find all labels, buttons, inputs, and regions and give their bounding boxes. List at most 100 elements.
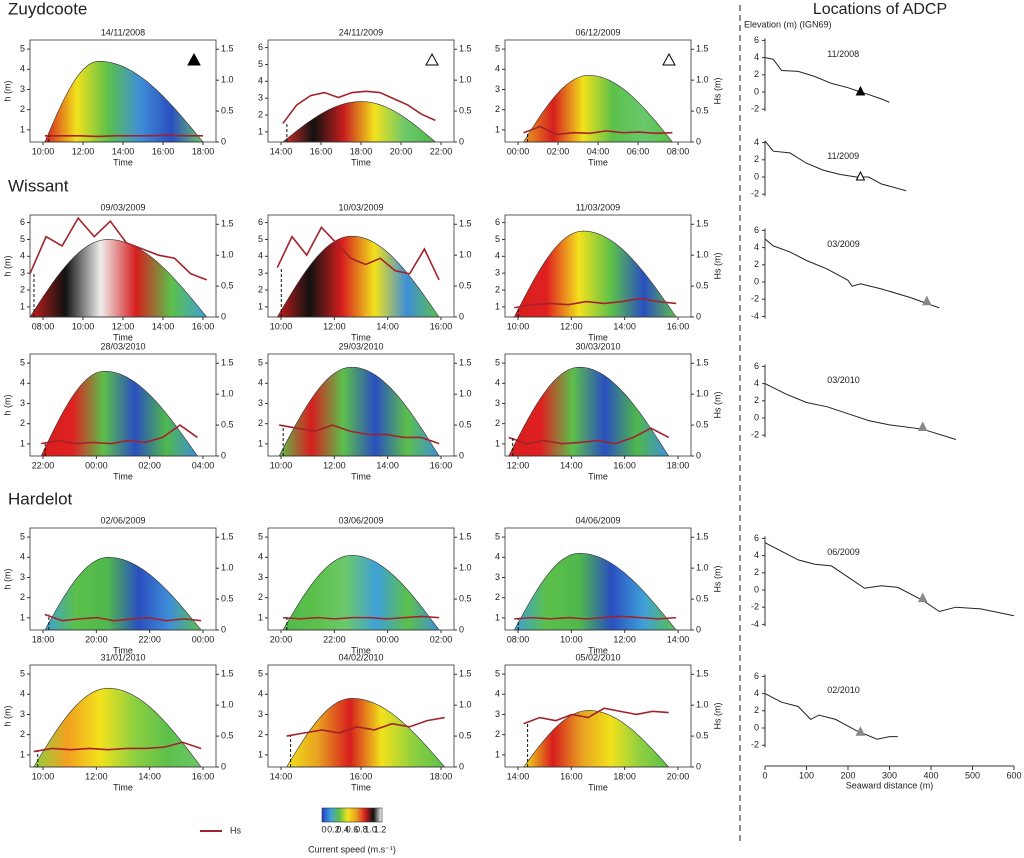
x-axis-label: Time [113, 157, 133, 167]
x-tick-label: 400 [923, 770, 938, 780]
y-tick-label: 1 [258, 301, 263, 311]
panel-date: 14/11/2008 [101, 27, 145, 37]
y-axis-label: h (m) [2, 256, 12, 277]
y-tick-label: 2 [754, 154, 759, 164]
x-tick-label: 20:00 [390, 146, 413, 156]
plot-frame [504, 664, 692, 768]
y-tick-label: 2 [258, 592, 263, 602]
x-tick-label: 200 [840, 770, 855, 780]
y-tick-label: 0 [754, 171, 759, 181]
x-tick-label: 14:00 [138, 771, 161, 781]
y-tick-label: 3 [258, 93, 263, 103]
y-tick-label: 5 [258, 357, 263, 367]
x-tick-label: 10:00 [32, 146, 55, 156]
panel-date: 24/11/2009 [339, 27, 383, 37]
y-tick-label: 4 [754, 137, 759, 147]
plot-frame [504, 353, 692, 457]
y2-tick-label: 1.0 [459, 389, 472, 399]
x-tick-label: 20:00 [85, 634, 108, 644]
panel-date: 06/12/2009 [575, 27, 620, 37]
y-tick-label: 5 [258, 668, 263, 678]
y-tick-label: 1 [20, 749, 25, 759]
x-tick-label: 18:00 [613, 771, 636, 781]
panel-date: 30/03/2010 [575, 341, 620, 351]
y2-tick-label: 0.5 [459, 105, 472, 115]
y-tick-label: -2 [751, 294, 759, 304]
y2-tick-label: 1.0 [696, 700, 709, 710]
colorbar [321, 807, 383, 823]
y-tick-label: 2 [754, 69, 759, 79]
x-axis-label: Time [113, 471, 133, 481]
y-tick-label: 1 [20, 438, 25, 448]
y-tick-label: -2 [751, 104, 759, 114]
x-tick-label: 22:00 [138, 634, 161, 644]
y2-tick-label: 1.0 [221, 75, 234, 85]
y2-tick-label: 0.5 [221, 105, 234, 115]
y-tick-label: 3 [258, 709, 263, 719]
adcp-marker [917, 592, 928, 603]
panel-date: 05/02/2010 [575, 652, 620, 662]
x-tick-label: 16:00 [430, 321, 453, 331]
x-tick-label: 22:00 [323, 634, 346, 644]
y-tick-label: 3 [20, 268, 25, 278]
section-title: Zuydcoote [8, 0, 87, 18]
y2-tick-label: 0 [696, 311, 701, 321]
y-tick-label: 2 [495, 104, 500, 114]
y-tick-label: 0 [754, 86, 759, 96]
y-tick-label: 3 [495, 398, 500, 408]
y-tick-label: 1 [258, 438, 263, 448]
x-tick-label: 18:00 [192, 146, 215, 156]
y-tick-label: 2 [495, 284, 500, 294]
y-tick-label: 2 [754, 705, 759, 715]
x-tick-label: 14:00 [376, 321, 399, 331]
y2-tick-label: 0 [221, 761, 226, 771]
tide-envelope [44, 556, 202, 631]
x-tick-label: 18:00 [32, 634, 55, 644]
profile-label: 02/2010 [827, 685, 860, 695]
y-tick-label: 3 [495, 572, 500, 582]
y-tick-label: 2 [20, 284, 25, 294]
y2-tick-label: 1.5 [221, 532, 234, 542]
y-tick-label: 1 [20, 301, 25, 311]
y-tick-label: 2 [495, 592, 500, 602]
y2-tick-label: 0 [221, 450, 226, 460]
right-title: Locations of ADCP [813, 1, 947, 18]
y2-tick-label: 0 [221, 136, 226, 146]
plot-frame [29, 353, 217, 457]
right-ylabel: Elevation (m) (IGN69) [744, 19, 832, 29]
tide-envelope [513, 552, 677, 631]
panel-date: 04/06/2009 [575, 515, 620, 525]
x-tick-label: 12:00 [560, 321, 583, 331]
y-tick-label: 5 [258, 59, 263, 69]
adcp-marker [187, 52, 201, 66]
y2-tick-label: 1.5 [459, 669, 472, 679]
y-tick-label: 3 [20, 398, 25, 408]
y-tick-label: 0 [754, 584, 759, 594]
y-tick-label: 1 [20, 612, 25, 622]
y2-tick-label: 1.0 [696, 75, 709, 85]
tide-envelope [282, 554, 440, 631]
y2-axis-label: Hs (m) [712, 566, 722, 593]
hs-line [282, 615, 440, 620]
y-tick-label: 4 [754, 378, 759, 388]
y-tick-label: 1 [495, 438, 500, 448]
y-tick-label: 4 [754, 550, 759, 560]
y2-tick-label: 0.5 [221, 419, 234, 429]
adcp-marker [922, 295, 932, 306]
y-tick-label: 3 [495, 268, 500, 278]
x-tick-label: 04:00 [587, 146, 610, 156]
y-tick-label: 6 [754, 361, 759, 371]
y-tick-label: 0 [754, 276, 759, 286]
y-tick-label: 2 [20, 418, 25, 428]
x-axis-label: Time [588, 332, 608, 342]
y2-tick-label: 1.5 [221, 219, 234, 229]
hs-line [33, 741, 202, 753]
y2-tick-label: 1.5 [696, 44, 709, 54]
x-tick-label: 12:00 [85, 771, 108, 781]
y-tick-label: 3 [258, 268, 263, 278]
y-tick-label: 2 [754, 395, 759, 405]
y-tick-label: 4 [20, 552, 25, 562]
colorbar-tick-label: 0 [321, 824, 326, 834]
tide-envelope [513, 230, 677, 318]
x-tick-label: 12:00 [507, 460, 530, 470]
